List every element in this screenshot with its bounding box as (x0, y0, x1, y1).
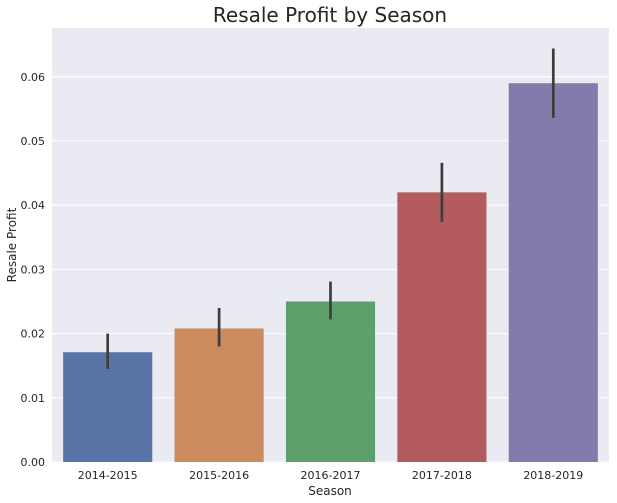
y-tick-label: 0.00 (21, 456, 46, 469)
bar (63, 352, 153, 462)
y-tick-label: 0.04 (21, 199, 46, 212)
y-axis-ticks: 0.00 0.01 0.02 0.03 0.04 0.05 0.06 (21, 71, 46, 469)
x-tick-label: 2014-2015 (78, 469, 138, 482)
y-axis-label: Resale Profit (5, 207, 19, 282)
y-tick-label: 0.03 (21, 263, 46, 276)
bar (508, 83, 598, 463)
x-tick-label: 2018-2019 (523, 469, 583, 482)
y-tick-label: 0.02 (21, 328, 46, 341)
error-bars (106, 48, 555, 369)
y-tick-label: 0.05 (21, 135, 46, 148)
x-axis-label: Season (308, 484, 352, 498)
bar (397, 192, 487, 462)
bar (285, 301, 376, 462)
x-tick-label: 2015-2016 (189, 469, 249, 482)
x-tick-label: 2017-2018 (412, 469, 472, 482)
x-tick-label: 2016-2017 (301, 469, 361, 482)
y-tick-label: 0.06 (21, 71, 46, 84)
chart-title: Resale Profit by Season (213, 3, 447, 27)
y-tick-label: 0.01 (21, 392, 46, 405)
bars (63, 83, 598, 463)
x-axis-ticks: 2014-2015 2015-2016 2016-2017 2017-2018 2018… (78, 469, 584, 482)
bar (174, 328, 264, 462)
